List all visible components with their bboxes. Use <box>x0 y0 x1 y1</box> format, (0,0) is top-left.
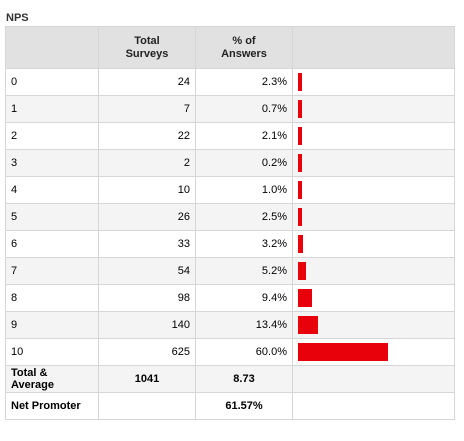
table-row: 4 10 1.0% <box>5 176 455 204</box>
bar-cell <box>292 68 455 96</box>
score-cell: 4 <box>5 176 99 204</box>
total-surveys-cell: 140 <box>98 311 196 339</box>
percent-cell: 13.4% <box>195 311 293 339</box>
total-surveys-cell: 22 <box>98 122 196 150</box>
score-rows: 0 24 2.3% 1 7 0.7% 2 22 2.1% 3 2 0.2% 4 10 1.0% 5 26 2.5%… <box>5 68 455 366</box>
score-cell: 2 <box>5 122 99 150</box>
percent-bar <box>298 181 302 199</box>
net-promoter-bar-cell <box>292 392 455 420</box>
percent-cell: 2.5% <box>195 203 293 231</box>
total-bar-cell <box>292 365 455 393</box>
percent-bar <box>298 316 318 334</box>
net-promoter-row: Net Promoter 61.57% <box>5 392 455 420</box>
report-title: NPS <box>6 12 29 24</box>
total-surveys-cell: 625 <box>98 338 196 366</box>
percent-bar <box>298 235 303 253</box>
score-cell: 5 <box>5 203 99 231</box>
total-surveys-cell: 54 <box>98 257 196 285</box>
bar-cell <box>292 95 455 123</box>
table-row: 10 625 60.0% <box>5 338 455 366</box>
bar-cell <box>292 311 455 339</box>
average-value: 8.73 <box>195 365 293 393</box>
percent-cell: 2.1% <box>195 122 293 150</box>
bar-cell <box>292 122 455 150</box>
total-average-row: Total & Average 1041 8.73 <box>5 365 455 393</box>
percent-bar <box>298 208 302 226</box>
header-score <box>5 26 99 69</box>
total-surveys-cell: 26 <box>98 203 196 231</box>
header-percent-answers-label: % of Answers <box>221 34 267 60</box>
total-surveys-cell: 2 <box>98 149 196 177</box>
table-row: 6 33 3.2% <box>5 230 455 258</box>
table-row: 7 54 5.2% <box>5 257 455 285</box>
score-cell: 8 <box>5 284 99 312</box>
score-cell: 9 <box>5 311 99 339</box>
score-cell: 6 <box>5 230 99 258</box>
total-surveys-cell: 98 <box>98 284 196 312</box>
bar-cell <box>292 203 455 231</box>
percent-cell: 60.0% <box>195 338 293 366</box>
header-total-surveys: Total Surveys <box>98 26 196 69</box>
score-cell: 0 <box>5 68 99 96</box>
score-cell: 7 <box>5 257 99 285</box>
net-promoter-empty <box>98 392 196 420</box>
total-surveys-cell: 7 <box>98 95 196 123</box>
table-row: 2 22 2.1% <box>5 122 455 150</box>
header-total-surveys-label: Total Surveys <box>125 34 169 60</box>
bar-cell <box>292 284 455 312</box>
percent-cell: 3.2% <box>195 230 293 258</box>
bar-cell <box>292 338 455 366</box>
percent-bar <box>298 127 302 145</box>
table-row: 8 98 9.4% <box>5 284 455 312</box>
total-surveys-cell: 10 <box>98 176 196 204</box>
nps-table: Total Surveys % of Answers 0 24 2.3% 1 7 0.7% 2 2… <box>5 26 455 420</box>
total-surveys-value: 1041 <box>98 365 196 393</box>
percent-cell: 0.2% <box>195 149 293 177</box>
table-row: 3 2 0.2% <box>5 149 455 177</box>
percent-bar <box>298 262 306 280</box>
header-bar <box>292 26 455 69</box>
score-cell: 1 <box>5 95 99 123</box>
percent-cell: 2.3% <box>195 68 293 96</box>
table-row: 1 7 0.7% <box>5 95 455 123</box>
header-row: Total Surveys % of Answers <box>5 26 455 69</box>
total-surveys-cell: 24 <box>98 68 196 96</box>
bar-cell <box>292 230 455 258</box>
percent-bar <box>298 289 312 307</box>
table-row: 0 24 2.3% <box>5 68 455 96</box>
total-average-label: Total & Average <box>5 365 99 393</box>
percent-bar <box>298 343 388 361</box>
percent-cell: 1.0% <box>195 176 293 204</box>
percent-cell: 0.7% <box>195 95 293 123</box>
net-promoter-label: Net Promoter <box>5 392 99 420</box>
percent-cell: 5.2% <box>195 257 293 285</box>
percent-cell: 9.4% <box>195 284 293 312</box>
bar-cell <box>292 149 455 177</box>
header-percent-answers: % of Answers <box>195 26 293 69</box>
score-cell: 3 <box>5 149 99 177</box>
score-cell: 10 <box>5 338 99 366</box>
table-row: 5 26 2.5% <box>5 203 455 231</box>
percent-bar <box>298 154 302 172</box>
total-surveys-cell: 33 <box>98 230 196 258</box>
net-promoter-value: 61.57% <box>195 392 293 420</box>
percent-bar <box>298 100 302 118</box>
bar-cell <box>292 176 455 204</box>
bar-cell <box>292 257 455 285</box>
table-row: 9 140 13.4% <box>5 311 455 339</box>
percent-bar <box>298 73 302 91</box>
